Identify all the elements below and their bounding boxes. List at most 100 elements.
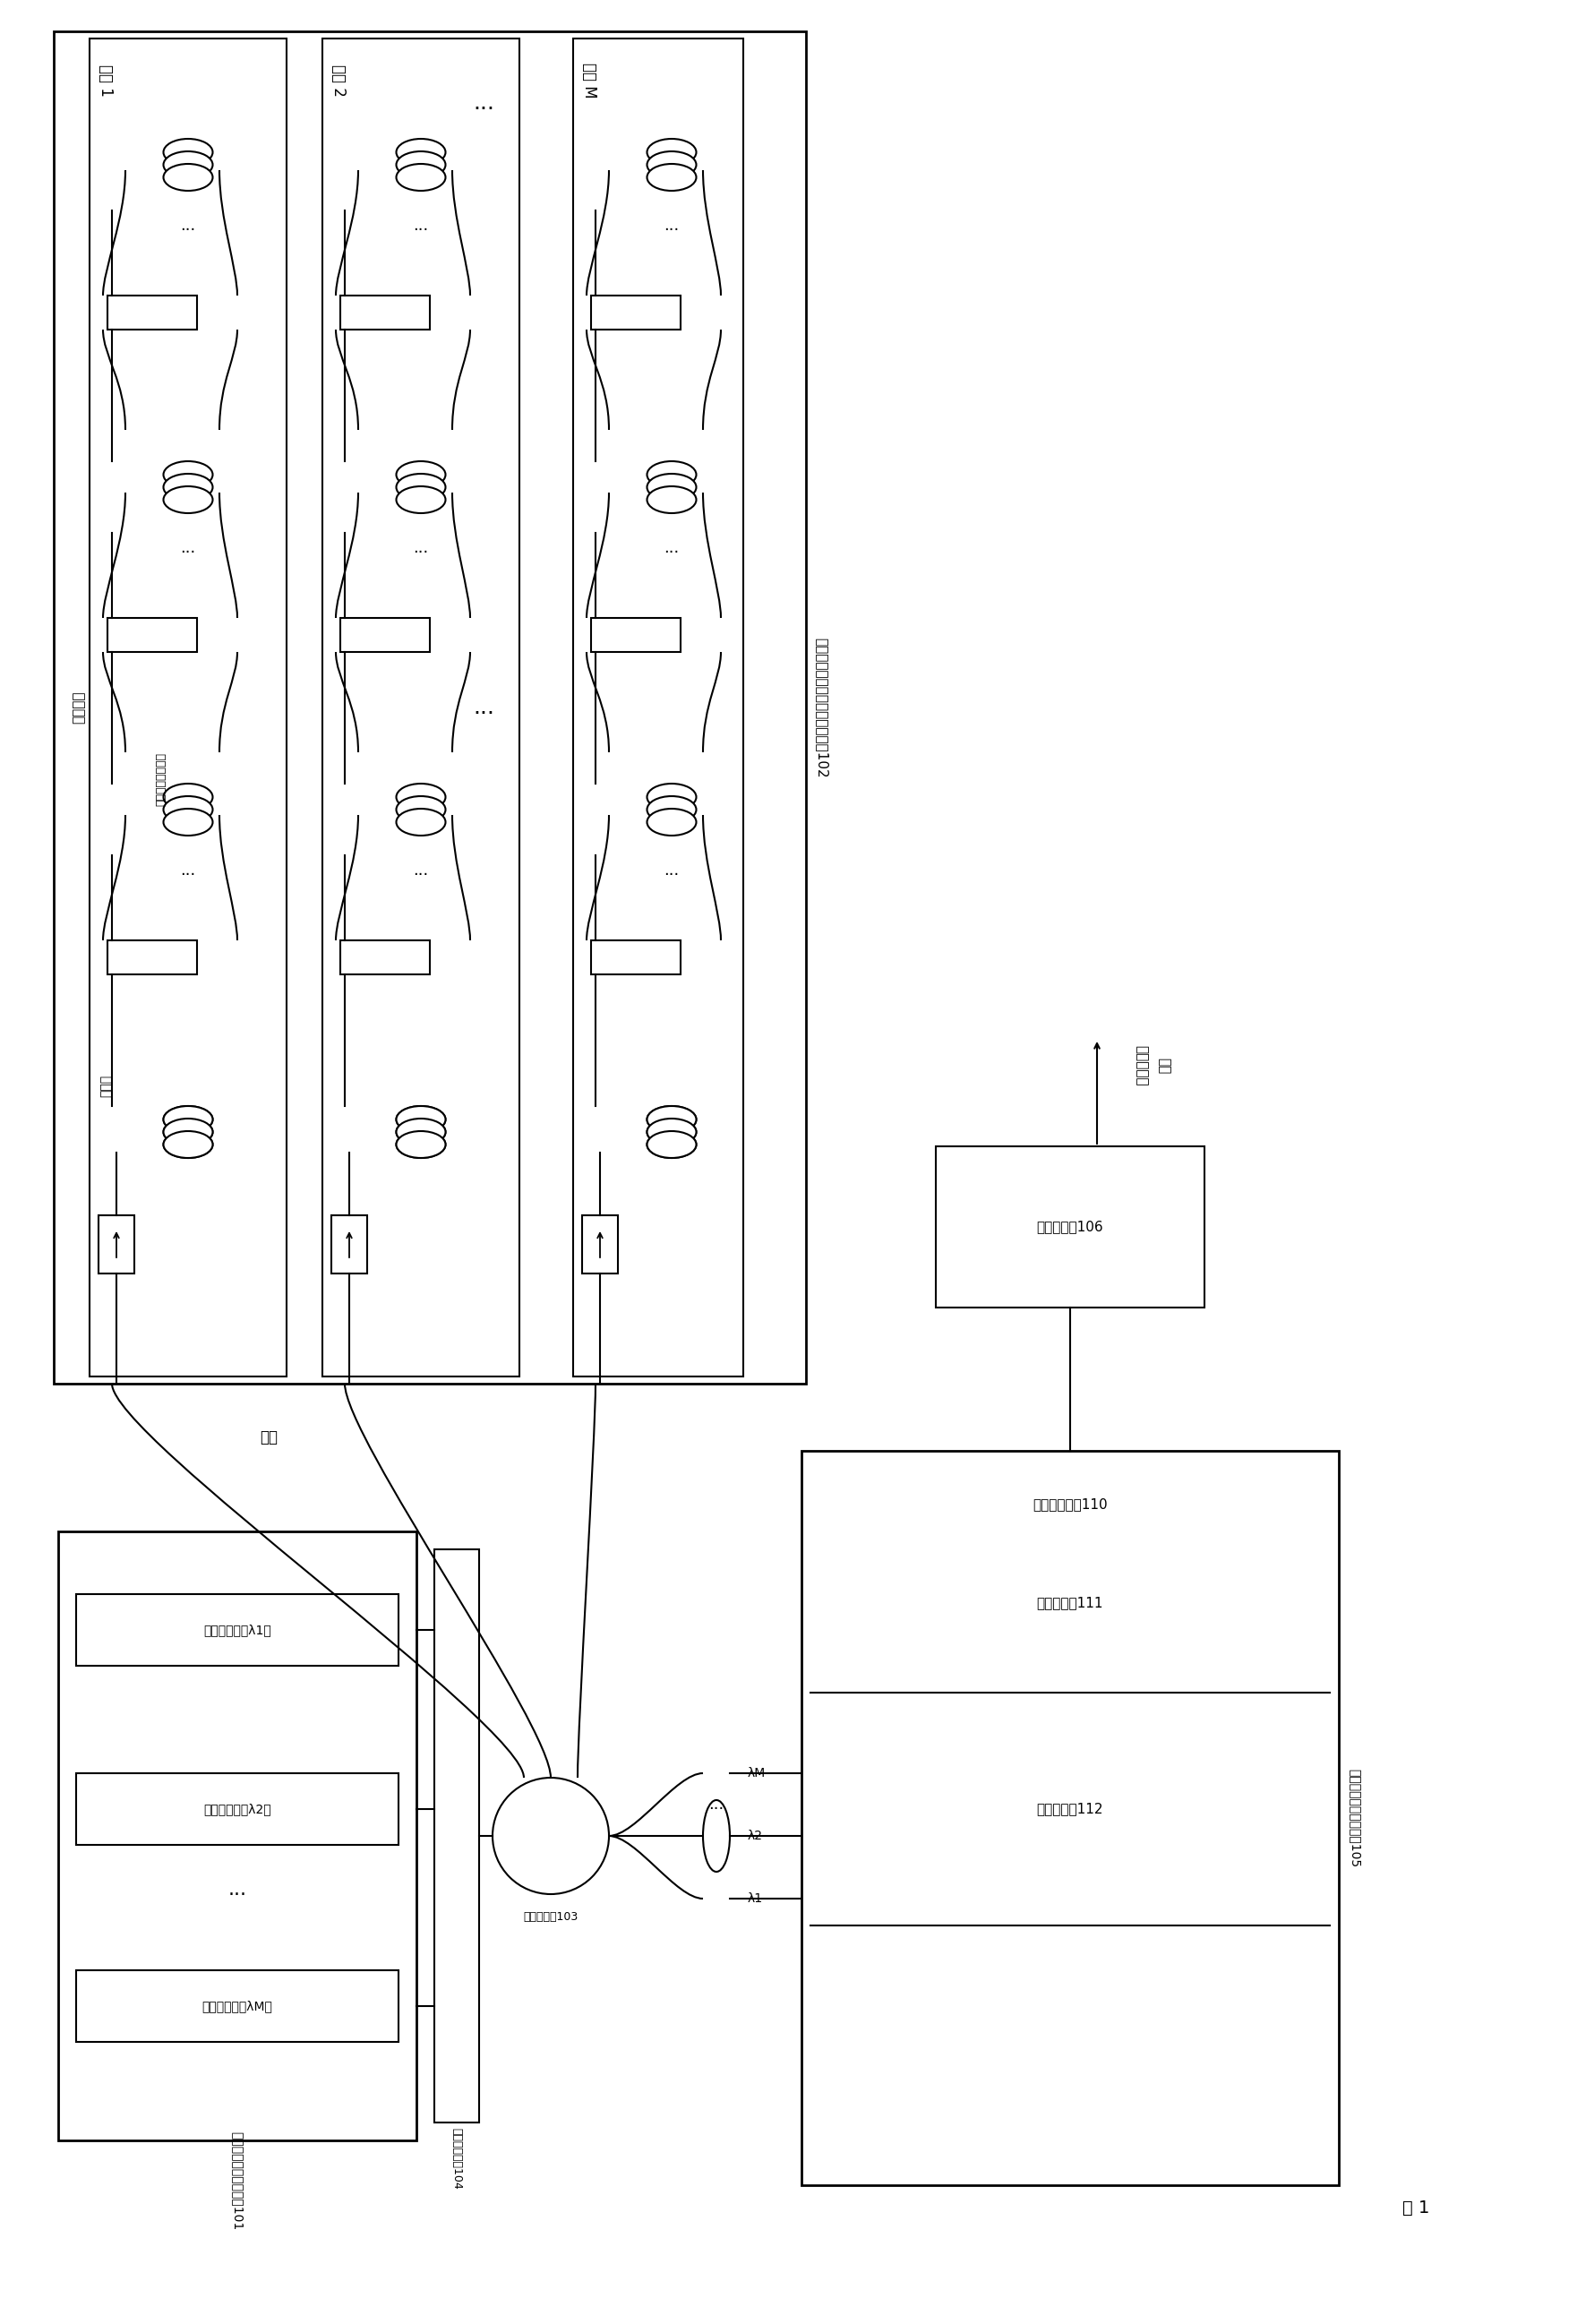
Ellipse shape xyxy=(492,1778,609,1894)
Bar xyxy=(107,295,197,330)
Bar xyxy=(98,1215,134,1274)
Text: 线阵 1: 线阵 1 xyxy=(98,65,114,98)
Ellipse shape xyxy=(647,151,697,179)
Text: 宽谱激光源（λ2）: 宽谱激光源（λ2） xyxy=(203,1803,271,1815)
Bar xyxy=(591,295,681,330)
Text: ...: ... xyxy=(664,218,680,235)
Ellipse shape xyxy=(396,1118,446,1146)
Ellipse shape xyxy=(164,1118,213,1146)
Text: 相位产生器载波解调器105: 相位产生器载波解调器105 xyxy=(1348,1769,1361,1866)
Bar xyxy=(341,618,431,653)
Ellipse shape xyxy=(647,1106,697,1132)
Text: λ2: λ2 xyxy=(747,1829,763,1843)
Ellipse shape xyxy=(164,809,213,837)
Text: 线阵 2: 线阵 2 xyxy=(331,65,347,98)
Ellipse shape xyxy=(647,474,697,500)
Bar xyxy=(76,1971,399,2043)
Text: 数据生成器106: 数据生成器106 xyxy=(1036,1220,1104,1234)
Text: ...: ... xyxy=(229,1880,246,1899)
Text: 相位检测阵列110: 相位检测阵列110 xyxy=(1033,1499,1107,1511)
Ellipse shape xyxy=(647,1118,697,1146)
Bar xyxy=(107,941,197,974)
Bar xyxy=(322,40,519,1376)
Text: 数据: 数据 xyxy=(1158,1057,1170,1074)
Ellipse shape xyxy=(164,783,213,811)
Text: 密波分复用器104: 密波分复用器104 xyxy=(451,2126,462,2189)
Text: ...: ... xyxy=(413,218,429,235)
Text: 共形阵声纳: 共形阵声纳 xyxy=(1135,1046,1148,1085)
Text: 干涉型光纤水听器时分复用阵列102: 干涉型光纤水听器时分复用阵列102 xyxy=(815,637,830,779)
Ellipse shape xyxy=(396,1106,446,1132)
Ellipse shape xyxy=(647,783,697,811)
Ellipse shape xyxy=(647,460,697,488)
Ellipse shape xyxy=(396,165,446,191)
Bar xyxy=(76,1594,399,1666)
Text: 隔离器: 隔离器 xyxy=(99,1076,112,1097)
Bar xyxy=(90,40,287,1376)
Ellipse shape xyxy=(164,460,213,488)
Ellipse shape xyxy=(396,460,446,488)
Text: 宽谱激光源（λ1）: 宽谱激光源（λ1） xyxy=(203,1624,271,1636)
Text: 干涉型光纤水听器: 干涉型光纤水听器 xyxy=(156,753,167,806)
Text: 宽谱激光源（λM）: 宽谱激光源（λM） xyxy=(202,2001,273,2013)
Text: 图 1: 图 1 xyxy=(1402,2199,1429,2217)
Ellipse shape xyxy=(396,797,446,823)
Bar xyxy=(107,618,197,653)
Ellipse shape xyxy=(396,151,446,179)
Ellipse shape xyxy=(164,1118,213,1146)
Ellipse shape xyxy=(703,1801,730,1871)
Text: 密波分复用激光源阵列101: 密波分复用激光源阵列101 xyxy=(232,2131,243,2231)
Bar xyxy=(434,1550,479,2122)
Ellipse shape xyxy=(164,1132,213,1157)
Ellipse shape xyxy=(164,165,213,191)
Bar xyxy=(76,1773,399,1845)
Text: 时延光纤: 时延光纤 xyxy=(73,690,85,723)
Ellipse shape xyxy=(164,1132,213,1157)
Ellipse shape xyxy=(647,809,697,837)
Ellipse shape xyxy=(164,486,213,514)
Text: 线阵 M: 线阵 M xyxy=(582,63,598,98)
Ellipse shape xyxy=(396,486,446,514)
Bar xyxy=(572,40,743,1376)
Text: ...: ... xyxy=(180,539,196,555)
Ellipse shape xyxy=(164,474,213,500)
Text: λM: λM xyxy=(747,1766,766,1780)
Text: ...: ... xyxy=(473,93,494,114)
Text: λ1: λ1 xyxy=(747,1892,763,1906)
Ellipse shape xyxy=(647,1118,697,1146)
Ellipse shape xyxy=(396,1132,446,1157)
Ellipse shape xyxy=(647,1106,697,1132)
Text: 光电转换器111: 光电转换器111 xyxy=(1036,1597,1104,1611)
Ellipse shape xyxy=(396,783,446,811)
Ellipse shape xyxy=(164,151,213,179)
Ellipse shape xyxy=(396,809,446,837)
Text: ...: ... xyxy=(664,862,680,878)
Ellipse shape xyxy=(396,1118,446,1146)
Ellipse shape xyxy=(164,139,213,165)
Text: ...: ... xyxy=(180,218,196,235)
Ellipse shape xyxy=(164,1106,213,1132)
Ellipse shape xyxy=(164,797,213,823)
Ellipse shape xyxy=(396,139,446,165)
Ellipse shape xyxy=(647,1132,697,1157)
Ellipse shape xyxy=(647,486,697,514)
Bar xyxy=(935,1146,1205,1308)
Ellipse shape xyxy=(396,1106,446,1132)
Ellipse shape xyxy=(164,1106,213,1132)
Text: 波分耦合器103: 波分耦合器103 xyxy=(524,1910,579,1922)
Bar xyxy=(58,1532,416,2140)
Bar xyxy=(582,1215,618,1274)
Text: ...: ... xyxy=(413,539,429,555)
Bar xyxy=(801,1450,1339,2185)
Ellipse shape xyxy=(647,165,697,191)
Ellipse shape xyxy=(647,797,697,823)
Text: ...: ... xyxy=(473,697,494,718)
Bar xyxy=(341,295,431,330)
Bar xyxy=(341,941,431,974)
Bar xyxy=(54,30,806,1383)
Text: ...: ... xyxy=(413,862,429,878)
Text: 光纤: 光纤 xyxy=(260,1429,278,1446)
Text: ...: ... xyxy=(180,862,196,878)
Ellipse shape xyxy=(396,1132,446,1157)
Ellipse shape xyxy=(396,474,446,500)
